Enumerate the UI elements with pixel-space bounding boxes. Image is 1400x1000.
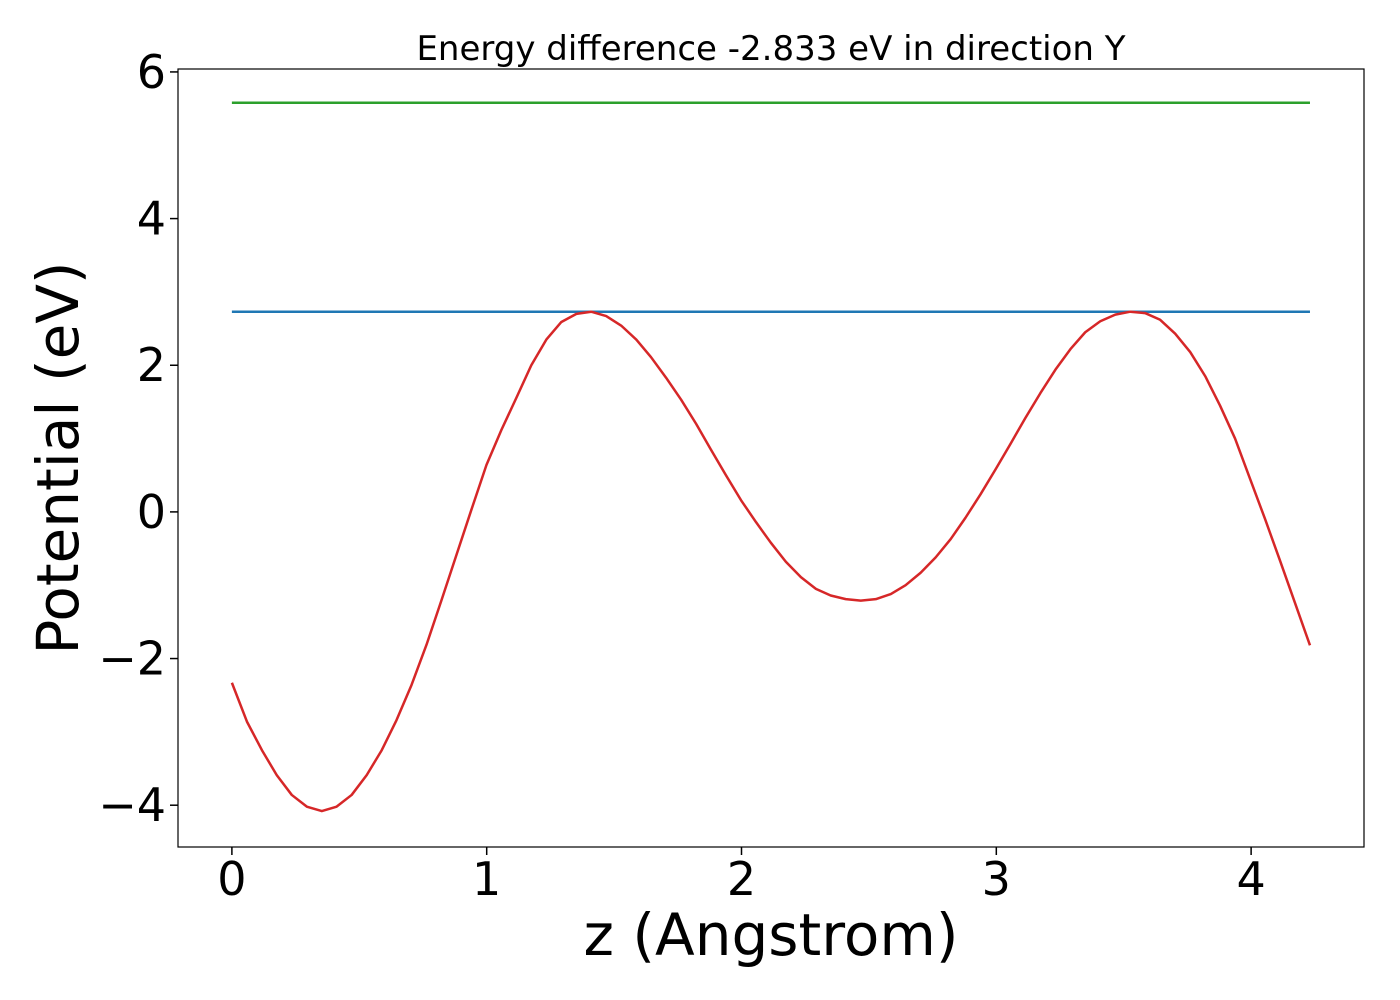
chart-title: Energy difference -2.833 eV in direction… <box>416 29 1125 69</box>
plot-frame <box>177 68 1365 848</box>
data-line <box>230 310 1312 813</box>
y-tick-label: 6 <box>137 45 166 99</box>
y-tick-label: −4 <box>98 778 166 832</box>
y-tick-label: 4 <box>137 192 166 246</box>
x-tick-label: 3 <box>982 852 1011 906</box>
x-tick-label: 4 <box>1236 852 1265 906</box>
y-tick-label: 2 <box>137 338 166 392</box>
x-tick-label: 1 <box>472 852 501 906</box>
y-tick-label: −2 <box>98 632 166 686</box>
y-tick-label: 0 <box>137 485 166 539</box>
x-tick-label: 2 <box>727 852 756 906</box>
y-axis-label: Potential (eV) <box>24 261 92 654</box>
x-tick-label: 0 <box>217 852 246 906</box>
x-axis-label: z (Angstrom) <box>584 901 959 969</box>
